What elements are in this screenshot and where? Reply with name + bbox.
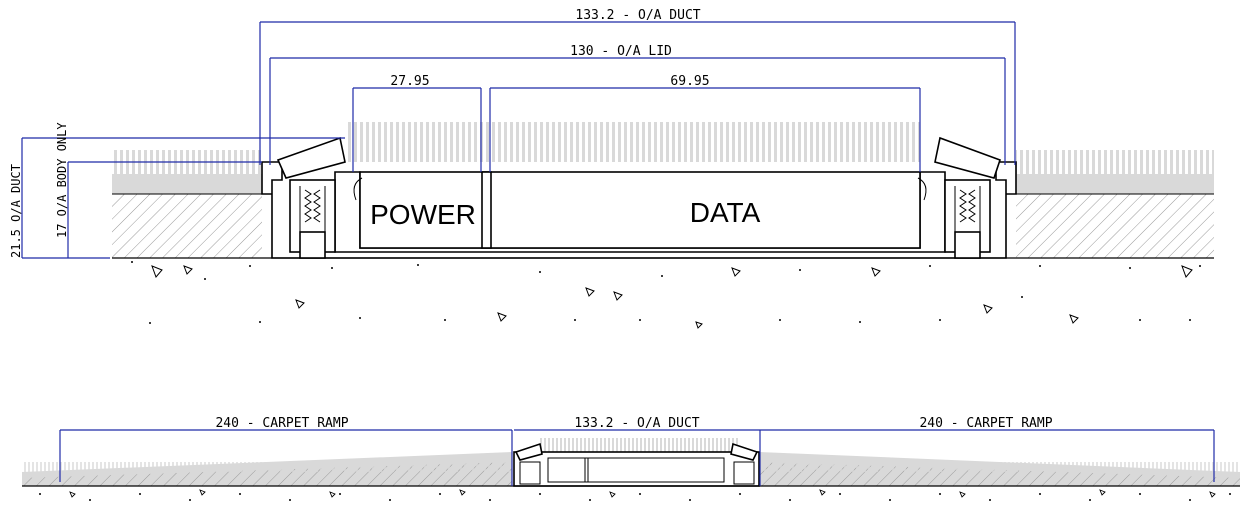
screed-left — [112, 194, 262, 258]
lid-wedge-right — [934, 136, 1002, 179]
compartment-divider — [481, 171, 492, 249]
power-compartment-label: POWER — [370, 199, 476, 230]
svg-text:17 O/A BODY ONLY: 17 O/A BODY ONLY — [55, 122, 69, 238]
screed-right — [1016, 194, 1214, 258]
dimension-duct-height: 21.5 O/A DUCT — [9, 137, 345, 259]
duct-body — [261, 136, 1017, 259]
lid-wedge-left — [276, 136, 346, 179]
dimension-lid-width: 130 - O/A LID — [269, 44, 1006, 165]
svg-text:69.95: 69.95 — [670, 74, 709, 89]
carpet-right — [1016, 150, 1214, 174]
svg-text:27.95: 27.95 — [390, 74, 429, 89]
dimension-duct-width: 133.2 - O/A DUCT — [259, 8, 1016, 165]
svg-text:130 - O/A LID: 130 - O/A LID — [570, 44, 672, 59]
dimension-ramp-left: 240 - CARPET RAMP — [59, 416, 513, 486]
svg-text:240 - CARPET RAMP: 240 - CARPET RAMP — [919, 416, 1052, 431]
concrete-aggregate — [151, 265, 1193, 329]
dimension-body-height: 17 O/A BODY ONLY — [55, 122, 262, 258]
data-compartment-label: DATA — [690, 197, 761, 228]
upper-section: POWER DATA — [9, 8, 1214, 329]
dimension-power-width: 27.95 — [352, 74, 482, 172]
dimension-data-width: 69.95 — [489, 74, 921, 172]
lid-brush — [345, 122, 920, 162]
svg-text:21.5 O/A DUCT: 21.5 O/A DUCT — [9, 164, 23, 258]
svg-text:240 - CARPET RAMP: 240 - CARPET RAMP — [215, 416, 348, 431]
dimension-duct-width-lower: 133.2 - O/A DUCT — [514, 416, 761, 486]
lower-section: 240 - CARPET RAMP 133.2 - O/A DUCT 240 -… — [22, 416, 1240, 501]
dimension-ramp-right: 240 - CARPET RAMP — [760, 416, 1215, 482]
svg-text:133.2 - O/A DUCT: 133.2 - O/A DUCT — [574, 416, 699, 431]
svg-text:133.2 - O/A DUCT: 133.2 - O/A DUCT — [575, 8, 700, 23]
duct-small — [513, 438, 760, 487]
